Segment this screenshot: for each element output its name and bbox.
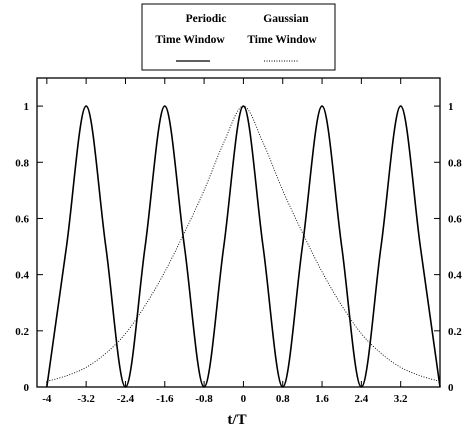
y-tick-label-left: 0.8 bbox=[15, 157, 29, 169]
tick-labels: -4 -3.2 -2.4 -1.6 -0.8 0 0.8 1.6 2.4 3.2 0 0 0.2 0.2 0… bbox=[15, 101, 462, 405]
y-tick-label-left: 0.4 bbox=[15, 270, 29, 282]
y-tick-label-right: 0.4 bbox=[448, 270, 462, 282]
y-tick-label-left: 0.6 bbox=[15, 213, 29, 225]
legend-periodic-line1: Periodic bbox=[186, 13, 227, 25]
legend-box bbox=[141, 3, 336, 71]
series-layer bbox=[46, 105, 441, 388]
legend-gaussian-line2: Time Window bbox=[247, 34, 317, 46]
y-tick-label-right: 0 bbox=[448, 382, 454, 394]
series-gaussian-line bbox=[46, 105, 441, 382]
y-tick-label-right: 0.8 bbox=[448, 157, 462, 169]
y-tick-label-right: 0.2 bbox=[448, 326, 462, 338]
x-tick-label: -1.6 bbox=[156, 393, 174, 405]
y-tick-label-right: 1 bbox=[448, 101, 454, 113]
x-tick-label: -4 bbox=[42, 393, 52, 405]
x-tick-label: 1.6 bbox=[315, 393, 329, 405]
x-axis-title: t/T bbox=[227, 412, 246, 428]
y-tick-label-left: 0.2 bbox=[15, 326, 29, 338]
legend: Periodic Time Window Gaussian Time Windo… bbox=[141, 3, 336, 71]
y-tick-label-right: 0.6 bbox=[448, 213, 462, 225]
x-tick-label: 0 bbox=[241, 393, 247, 405]
x-tick-label: -3.2 bbox=[77, 393, 95, 405]
x-tick-label: 0.8 bbox=[276, 393, 290, 405]
y-tick-label-left: 1 bbox=[24, 101, 30, 113]
plot-frame bbox=[36, 77, 441, 388]
x-tick-label: -2.4 bbox=[117, 393, 135, 405]
x-tick-label: 2.4 bbox=[354, 393, 368, 405]
y-tick-label-left: 0 bbox=[24, 382, 30, 394]
legend-periodic-line2: Time Window bbox=[155, 34, 225, 46]
x-tick-label: -0.8 bbox=[195, 393, 213, 405]
legend-gaussian-line1: Gaussian bbox=[263, 13, 309, 25]
x-tick-label: 3.2 bbox=[394, 393, 408, 405]
series-periodic-line bbox=[46, 105, 441, 388]
